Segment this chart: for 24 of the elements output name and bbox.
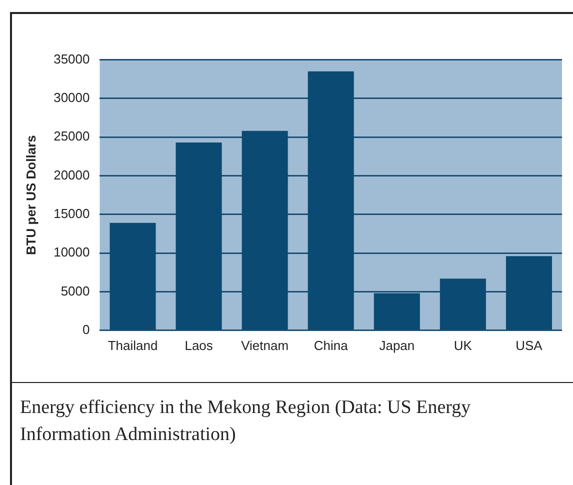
y-tick-label: 15000: [54, 206, 90, 222]
bar: [110, 222, 156, 330]
y-tick-label: 5000: [60, 283, 90, 298]
x-tick-label: Vietnam: [241, 338, 289, 353]
y-tick-label: 0: [82, 322, 90, 337]
y-tick-label: 20000: [54, 167, 90, 182]
bar: [176, 142, 222, 330]
x-tick-label: USA: [516, 338, 543, 353]
bar: [440, 278, 486, 330]
x-tick-label: China: [314, 338, 349, 353]
x-tick-label: UK: [454, 338, 472, 353]
bar: [506, 256, 552, 330]
bar: [308, 71, 354, 330]
bar: [242, 130, 288, 330]
text: Energy efficiency in the Mekong Region (Data: US Energy Information Administration): [20, 396, 472, 447]
y-tick-label: 35000: [54, 51, 90, 66]
x-tick-label: Laos: [184, 338, 214, 353]
x-tick-label: Thailand: [108, 338, 158, 353]
x-tick-label: Japan: [379, 338, 415, 353]
y-tick-label: 30000: [54, 90, 90, 106]
y-tick-label: 25000: [54, 128, 90, 144]
y-axis-title: BTU per US Dollars: [23, 135, 38, 256]
y-tick-label: 10000: [54, 244, 90, 260]
bar: [374, 293, 420, 330]
